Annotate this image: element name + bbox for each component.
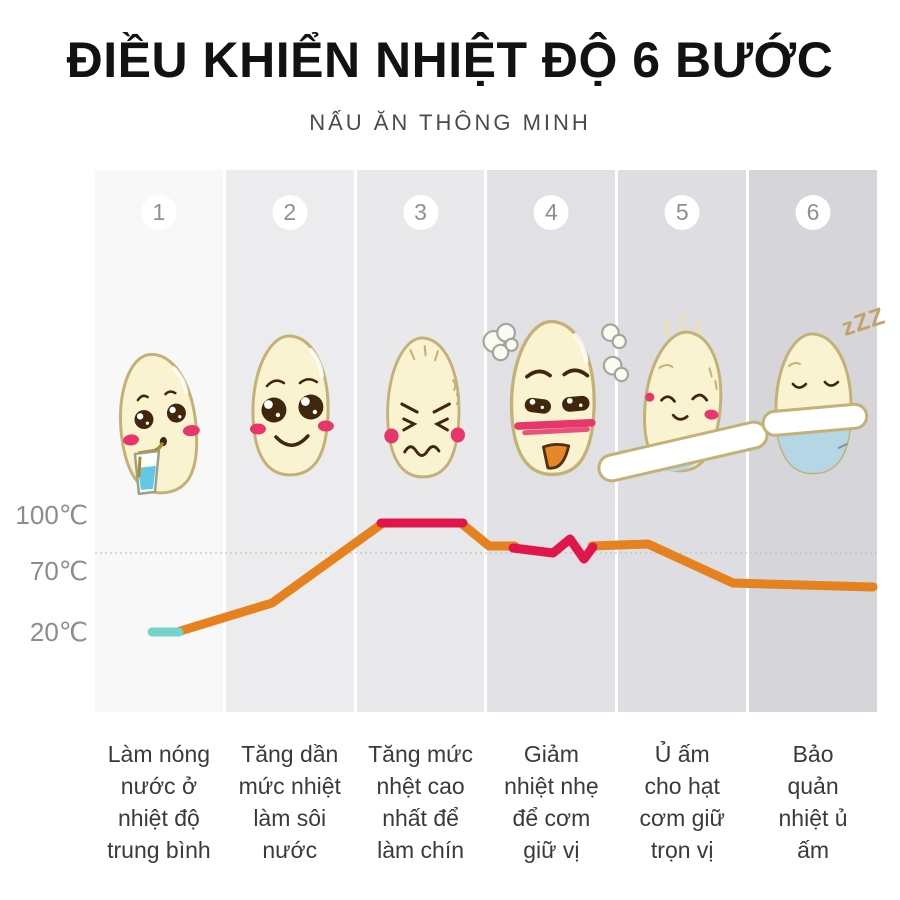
egg-smiling-icon [249,334,334,477]
step-number-badge: 3 [403,195,439,230]
axis-tick-70c: 70℃ [29,556,88,586]
egg-drinking-straw-icon [119,352,200,496]
egg-blanket-wrap-icon [597,311,769,483]
step-number-badge: 1 [141,195,177,230]
step-number-badge: 6 [795,195,831,230]
egg-straining-icon [383,336,465,479]
egg-steaming-hot-icon [482,320,630,477]
step-column-2: 2 [225,170,354,712]
steam-puff-right [601,323,630,383]
step-caption-2: Tăng dần mức nhiệt làm sôi nước [238,741,341,863]
step-caption-6: Bảo quản nhiệt ủ ấm [778,741,848,863]
step-caption-1: Làm nóng nước ở nhiệt độ trung bình [107,741,211,863]
egg-sleeping-icon: zZZ [761,302,889,475]
step-column-5: 5 [597,170,769,712]
step-column-6: 6 zZZ [749,170,889,712]
step-caption-3: Tăng mức nhệt cao nhất để làm chín [368,741,473,863]
page-subtitle: NẤU ĂN THÔNG MINH [309,110,591,135]
page-title: ĐIỀU KHIỂN NHIỆT ĐỘ 6 BƯỚC [66,32,834,88]
step-captions: Làm nóng nước ở nhiệt độ trung bình Tăng… [95,738,877,866]
sleep-zzz-text: zZZ [839,302,889,341]
step-caption-4: Giảm nhiệt nhẹ để cơm giữ vị [504,741,599,863]
step-column-3: 3 [356,170,485,712]
step-column-1: 1 [95,170,223,712]
axis-tick-20c: 20℃ [29,617,88,647]
step-number-badge: 5 [664,195,700,230]
step-number-badge: 4 [533,195,569,230]
step-caption-5: Ủ ấm cho hạt cơm giữ trọn vị [639,741,725,863]
steam-puff-left [482,322,520,362]
step-column-4: 4 [482,170,630,712]
axis-tick-100c: 100℃ [15,500,88,530]
step-number-badge: 2 [272,195,308,230]
steps-figure: 1 [95,170,889,712]
